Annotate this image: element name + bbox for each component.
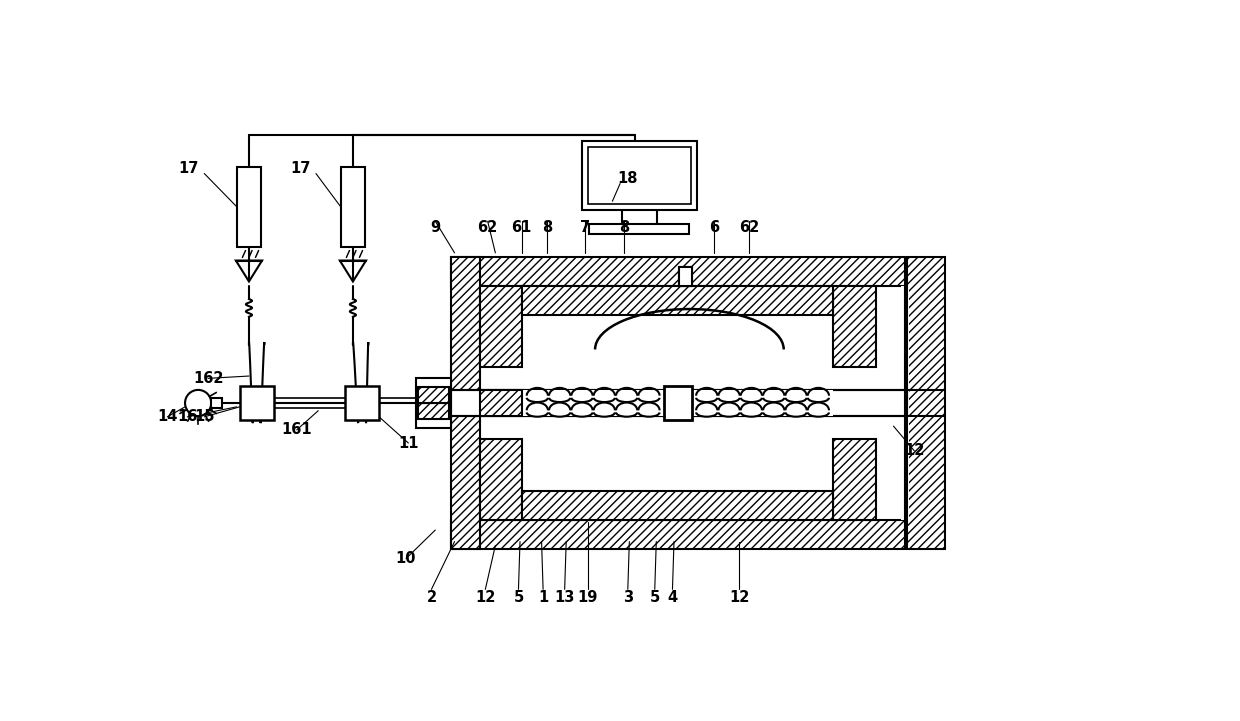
Bar: [345, 386, 379, 420]
Text: 15: 15: [193, 410, 215, 425]
Bar: [418, 387, 449, 402]
Bar: [901, 286, 909, 520]
Text: 17: 17: [179, 161, 200, 176]
Bar: [417, 378, 450, 428]
Bar: [663, 386, 692, 420]
Text: 1: 1: [538, 590, 548, 604]
Bar: [480, 286, 522, 367]
Text: 12: 12: [729, 590, 750, 604]
Bar: [450, 520, 905, 549]
Text: 17: 17: [290, 161, 311, 176]
Text: 7: 7: [580, 220, 590, 235]
Bar: [522, 491, 833, 520]
Bar: [680, 267, 692, 286]
Circle shape: [185, 390, 211, 416]
Text: 16: 16: [177, 410, 197, 425]
Bar: [582, 141, 697, 211]
Text: 19: 19: [578, 590, 598, 604]
Text: 14: 14: [157, 410, 177, 425]
Text: 12: 12: [904, 443, 925, 459]
Text: 61: 61: [511, 220, 532, 235]
Bar: [480, 439, 522, 520]
Bar: [450, 389, 906, 417]
Bar: [450, 257, 480, 549]
Bar: [833, 439, 875, 520]
Text: 10: 10: [396, 551, 417, 566]
Bar: [480, 389, 522, 417]
Text: 2: 2: [427, 590, 436, 604]
Text: 6: 6: [709, 220, 719, 235]
Text: 161: 161: [281, 423, 312, 438]
Text: 18: 18: [618, 171, 639, 185]
Text: 62: 62: [477, 220, 497, 235]
Text: 11: 11: [398, 435, 419, 451]
Bar: [239, 386, 274, 420]
Bar: [589, 224, 689, 234]
Text: 62: 62: [739, 220, 760, 235]
Bar: [680, 267, 692, 286]
Text: 5: 5: [650, 590, 660, 604]
Bar: [418, 403, 449, 419]
Text: 12: 12: [475, 590, 496, 604]
Bar: [522, 286, 833, 315]
Text: 8: 8: [542, 220, 552, 235]
Text: 4: 4: [667, 590, 677, 604]
Bar: [906, 257, 945, 549]
Bar: [341, 167, 366, 247]
Bar: [237, 167, 262, 247]
Text: 5: 5: [513, 590, 523, 604]
Bar: [833, 286, 875, 367]
Text: 9: 9: [430, 220, 440, 235]
Bar: [450, 257, 905, 286]
Text: 8: 8: [619, 220, 629, 235]
Bar: [522, 389, 833, 417]
Text: 13: 13: [554, 590, 575, 604]
Bar: [211, 399, 222, 407]
Text: 162: 162: [193, 371, 223, 386]
Text: 3: 3: [622, 590, 632, 604]
Bar: [588, 147, 691, 204]
